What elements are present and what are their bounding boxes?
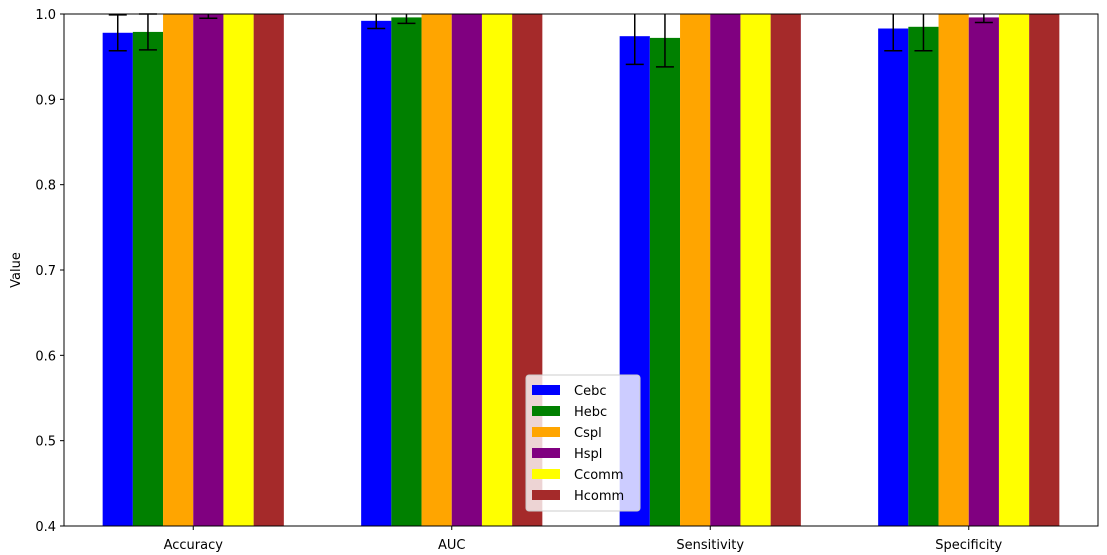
y-tick-label: 0.4 [35,520,56,535]
bar-hspl-accuracy [193,14,224,526]
bar-cebc-accuracy [102,32,133,527]
bar-ccomm-accuracy [223,14,254,526]
bar-hcomm-specificity [1029,14,1060,526]
bar-cspl-sensitivity [680,14,711,526]
legend-swatch-hebc [532,406,560,416]
bar-hspl-specificity [968,17,999,526]
bar-hebc-auc [391,17,422,526]
legend: Cebc Hebc Cspl Hspl Ccomm Hcomm [525,374,641,512]
y-tick-label: 0.5 [35,435,56,450]
bar-ccomm-specificity [998,14,1030,526]
y-tick-label: 0.8 [35,179,56,194]
bar-hebc-accuracy [132,31,164,526]
x-axis: Accuracy AUC Sensitivity Specificity [164,526,1003,553]
bar-hspl-sensitivity [710,14,741,526]
bar-hspl-auc [451,14,482,526]
y-axis: 0.4 0.5 0.6 0.7 0.8 0.9 1.0 [35,8,64,535]
bar-ccomm-sensitivity [740,14,771,526]
x-tick-label: Sensitivity [676,538,744,553]
legend-swatch-hspl [532,448,560,458]
legend-label-hspl: Hspl [574,447,602,462]
x-tick-label: AUC [438,538,466,553]
bar-cspl-accuracy [163,14,194,526]
legend-label-cebc: Cebc [574,384,606,399]
x-tick-label: Specificity [935,538,1002,553]
bar-hebc-specificity [908,26,939,527]
y-tick-label: 0.7 [35,264,56,279]
bar-cebc-auc [361,20,392,527]
legend-swatch-cebc [532,385,560,395]
bar-cspl-auc [421,14,452,526]
bar-cspl-specificity [938,14,969,526]
y-axis-label: Value [9,252,24,288]
x-tick-label: Accuracy [164,538,224,553]
legend-swatch-hcomm [532,490,560,500]
y-tick-label: 0.6 [35,349,56,364]
legend-label-hebc: Hebc [574,405,607,420]
bar-cebc-specificity [878,28,909,526]
legend-label-cspl: Cspl [574,426,602,441]
legend-label-ccomm: Ccomm [574,468,624,483]
bar-hcomm-sensitivity [770,14,801,526]
legend-label-hcomm: Hcomm [574,489,624,504]
y-tick-label: 0.9 [35,93,56,108]
y-tick-label: 1.0 [35,8,56,23]
legend-swatch-cspl [532,427,560,437]
bar-hcomm-accuracy [253,14,284,526]
bar-hebc-sensitivity [649,37,681,526]
legend-swatch-ccomm [532,469,560,479]
bar-ccomm-auc [481,14,513,526]
